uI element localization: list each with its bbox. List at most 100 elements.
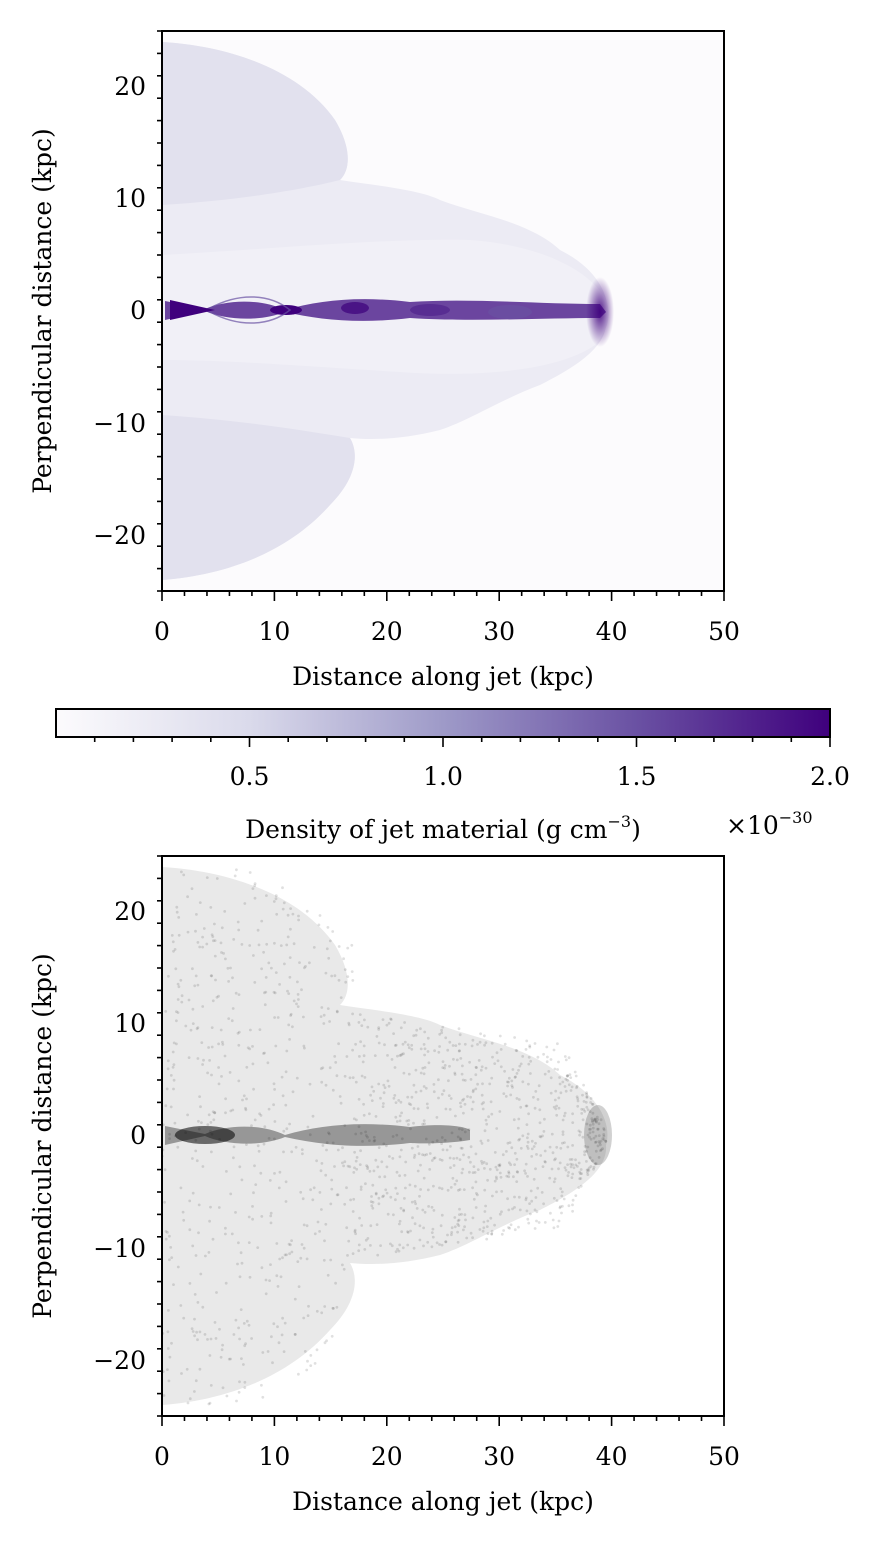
particle-point [333, 1055, 337, 1058]
particle-point [591, 1126, 595, 1130]
particle-point [471, 1038, 475, 1042]
particle-point [498, 1171, 502, 1175]
particle-point [597, 1134, 601, 1137]
particle-point [334, 1061, 338, 1064]
particle-point [594, 1141, 597, 1144]
particle-point [514, 1049, 518, 1052]
particle-point [289, 1012, 293, 1016]
particle-point [318, 914, 322, 917]
particle-point [283, 1321, 287, 1325]
particle-point [410, 1043, 414, 1047]
particle-point [201, 1165, 205, 1168]
particle-point [422, 1119, 426, 1122]
particle-point [561, 1130, 565, 1134]
particle-point [383, 1086, 387, 1089]
particle-point [412, 1034, 416, 1038]
particle-point [357, 1125, 361, 1129]
particle-point [320, 1311, 324, 1315]
particle-point [406, 1230, 409, 1233]
particle-point [517, 1195, 521, 1199]
particle-point [323, 1239, 326, 1243]
particle-point [543, 1117, 546, 1121]
particle-point [476, 1168, 480, 1171]
particle-point [199, 1105, 202, 1109]
particle-point [324, 971, 328, 975]
particle-point [490, 1229, 494, 1233]
particle-point [219, 1028, 223, 1032]
particle-point [172, 1078, 176, 1082]
particle-point [175, 1042, 178, 1046]
particle-point [574, 1163, 578, 1167]
particle-point [283, 1253, 287, 1257]
particle-point [596, 1127, 600, 1131]
particle-point [482, 1226, 486, 1230]
particle-point [442, 1089, 446, 1093]
particle-point [170, 1256, 174, 1259]
particle-point [448, 1156, 452, 1160]
particle-point [376, 1165, 380, 1169]
particle-point [399, 1206, 403, 1210]
particle-point [571, 1121, 575, 1124]
particle-point [202, 927, 206, 930]
particle-point [463, 1130, 467, 1134]
particle-point [245, 1319, 249, 1323]
particle-point [297, 918, 300, 922]
particle-point [507, 1076, 511, 1080]
particle-point [306, 1359, 309, 1363]
particle-point [223, 1054, 227, 1058]
particle-point [358, 1013, 362, 1016]
particle-point [561, 1204, 564, 1208]
particle-point [281, 886, 284, 890]
particle-point [382, 1194, 385, 1198]
particle-point [278, 1257, 282, 1261]
particle-point [458, 1158, 462, 1161]
particle-point [561, 1118, 565, 1122]
colorbar-label: Density of jet material (g cm−3) [245, 812, 641, 844]
particle-point [403, 1173, 407, 1177]
particle-point [430, 1231, 434, 1234]
particle-point [399, 1100, 403, 1104]
particle-point [474, 1180, 478, 1184]
particle-point [593, 1119, 597, 1123]
particle-point [510, 1084, 514, 1087]
particle-point [231, 1007, 235, 1010]
particle-point [221, 1040, 224, 1044]
particle-point [588, 1135, 591, 1139]
particle-point [315, 1348, 319, 1352]
particle-point [389, 1242, 392, 1246]
particle-point [182, 873, 186, 877]
particle-point [495, 1051, 499, 1055]
density-axis-ticks [157, 30, 725, 601]
particle-point [415, 1207, 419, 1210]
particle-point [238, 1380, 241, 1384]
particle-point [486, 1178, 489, 1182]
particle-point [587, 1166, 591, 1170]
particle-point [198, 1367, 202, 1371]
particle-point [265, 942, 269, 946]
x-tick-label: 30 [483, 1442, 515, 1471]
particle-point [363, 1018, 366, 1022]
particle-point [221, 1043, 225, 1046]
particle-point [463, 1213, 467, 1217]
particle-point [576, 1097, 580, 1101]
particle-point [229, 1109, 233, 1113]
particle-point [485, 1162, 489, 1166]
particle-point [404, 1186, 407, 1190]
particle-point [516, 1170, 519, 1174]
particle-point [468, 1060, 471, 1064]
particle-point [191, 967, 194, 971]
particle-point [320, 1162, 324, 1165]
density-lobe-shade [162, 42, 348, 205]
particle-point [579, 1130, 582, 1134]
particle-point [219, 1355, 223, 1359]
particle-point [440, 1213, 444, 1217]
particle-point [440, 1158, 444, 1162]
particle-point [458, 1127, 461, 1131]
particle-point [570, 1085, 574, 1089]
particle-point [437, 1050, 441, 1054]
particle-jet-spine [165, 1124, 470, 1146]
particle-point [232, 938, 236, 941]
particle-point [369, 1244, 372, 1247]
particle-point [266, 1061, 270, 1065]
particle-point [398, 1114, 402, 1118]
